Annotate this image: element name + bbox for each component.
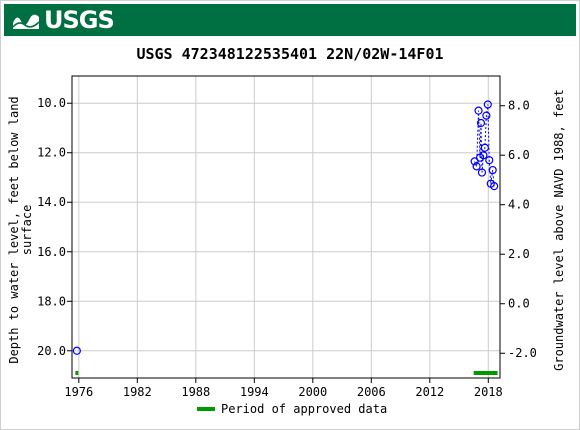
data-point (470, 157, 479, 166)
y-tick-label-left: 16.0 (37, 245, 66, 259)
chart-title: USGS 472348122535401 22N/02W-14F01 (136, 45, 443, 63)
usgs-logo-text: USGS (44, 6, 115, 34)
data-point (72, 346, 81, 355)
data-point (476, 118, 486, 128)
y-tick-label-right: 6.0 (508, 148, 530, 162)
data-point (477, 168, 487, 177)
y-tick-label-left: 12.0 (37, 146, 66, 160)
left-axis-label-line1: Depth to water level, feet below land (7, 96, 21, 363)
x-tick-label: 1994 (240, 385, 269, 399)
data-point (490, 182, 499, 191)
y-tick-label-left: 10.0 (37, 96, 66, 110)
y-tick-label-right: 2.0 (508, 247, 530, 261)
data-point (474, 106, 483, 115)
y-tick-label-right: 4.0 (508, 198, 530, 212)
tick-labels: 1976 1982 1988 1994 2000 2006 2012 2018 10.0 12.0… (37, 96, 537, 399)
usgs-logo[interactable]: USGS (12, 6, 115, 34)
x-tick-label: 1976 (64, 385, 93, 399)
left-axis-label: Depth to water level, feet below land su… (7, 96, 34, 363)
y-tick-label-right: 0.0 (508, 297, 530, 311)
right-axis-label: Groundwater level above NAVD 1988, feet (552, 89, 566, 371)
y-tick-label-right: 8.0 (508, 99, 530, 113)
legend: Period of approved data (197, 402, 387, 416)
x-tick-label: 2012 (415, 385, 444, 399)
usgs-banner: USGS (4, 4, 576, 36)
left-axis-label-line2: surface (20, 205, 34, 256)
x-tick-label: 1982 (123, 385, 152, 399)
data-point (472, 162, 481, 171)
usgs-logo-icon (12, 14, 40, 29)
y-tick-label-left: 20.0 (37, 344, 66, 358)
data-point (483, 100, 492, 109)
data-point (482, 111, 491, 120)
grid (72, 76, 500, 378)
series-connector (474, 104, 495, 187)
data-point (479, 151, 488, 160)
data-point (488, 165, 497, 175)
data-marks (72, 100, 499, 375)
x-tick-label: 2006 (357, 385, 386, 399)
y-tick-label-left: 14.0 (37, 195, 66, 209)
y-tick-label-right: -2.0 (508, 346, 537, 360)
legend-label: Period of approved data (221, 402, 387, 416)
data-point (485, 156, 494, 165)
axes (67, 75, 505, 383)
x-tick-label: 2000 (298, 385, 327, 399)
x-tick-label: 2018 (474, 385, 503, 399)
y-tick-label-left: 18.0 (37, 294, 66, 308)
plot-border (71, 75, 501, 379)
x-tick-label: 1988 (181, 385, 210, 399)
data-point (480, 143, 489, 152)
